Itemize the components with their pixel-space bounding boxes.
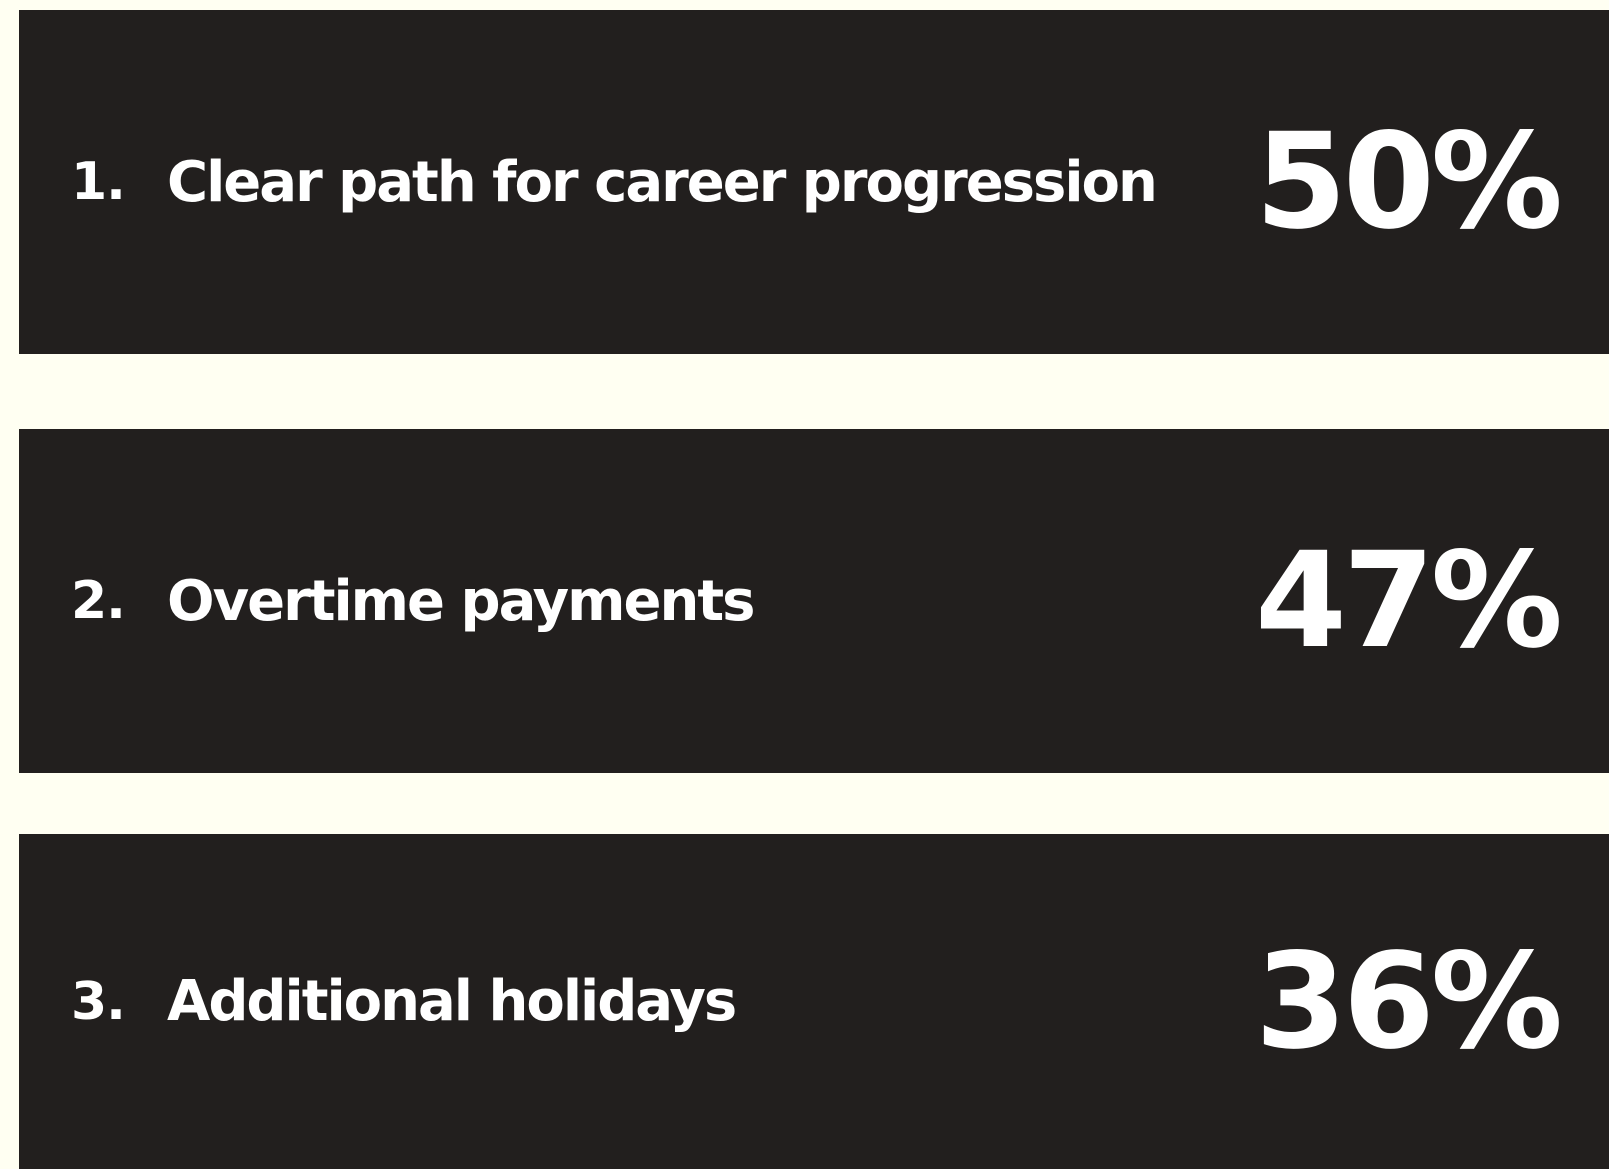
rank: 1. [71,152,126,212]
item-value: 50% [1255,105,1563,259]
item-label: Overtime payments [167,568,755,634]
rank: 3. [71,971,126,1032]
item-value: 47% [1255,524,1563,678]
list-item: 2. Overtime payments 47% [19,429,1609,773]
item-label: Additional holidays [167,969,737,1034]
list-item: 1. Clear path for career progression 50% [19,10,1609,354]
item-label: Clear path for career progression [167,149,1158,215]
list-item: 3. Additional holidays 36% [19,834,1609,1169]
rank: 2. [71,571,126,631]
item-value: 36% [1255,924,1563,1079]
